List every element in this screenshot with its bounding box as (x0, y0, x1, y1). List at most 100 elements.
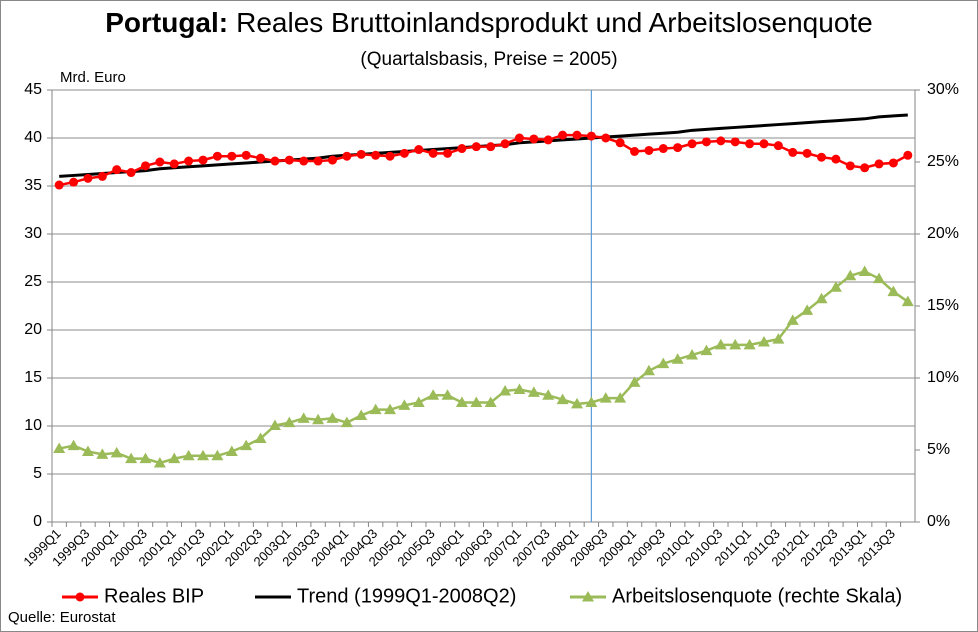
point (815, 292, 828, 304)
point (601, 133, 611, 143)
legend-label: Trend (1999Q1-2008Q2) (297, 585, 516, 607)
series-markers (54, 130, 913, 190)
point (759, 139, 769, 149)
point (729, 338, 742, 350)
point (112, 165, 122, 175)
series-markers (53, 265, 914, 468)
point (110, 446, 123, 458)
point (903, 150, 913, 160)
y2-tick-label: 15% (927, 297, 959, 314)
point (788, 147, 798, 157)
point (198, 155, 208, 165)
legend-label: Arbeitslosenquote (rechte Skala) (612, 585, 902, 607)
point (270, 156, 280, 166)
source: Quelle: Eurostat (8, 609, 116, 626)
y2-tick-label: 5% (927, 441, 950, 458)
point (786, 314, 799, 325)
y-tick-label: 25 (24, 273, 42, 290)
point (254, 432, 267, 443)
point (570, 397, 583, 409)
point (615, 138, 625, 148)
point (168, 452, 181, 464)
point (858, 265, 871, 276)
legend-marker (582, 591, 594, 602)
y2-tick-label: 25% (927, 153, 959, 170)
point (687, 139, 697, 149)
point (313, 156, 323, 166)
point (356, 149, 366, 159)
point (700, 344, 713, 356)
point (153, 456, 166, 468)
point (901, 295, 914, 307)
y-tick-label: 15 (24, 369, 42, 386)
point (96, 448, 109, 459)
y-tick-label: 0 (33, 513, 42, 530)
y-tick-label: 10 (24, 417, 42, 434)
point (844, 269, 857, 281)
point (284, 155, 294, 165)
point (184, 156, 194, 166)
point (54, 180, 64, 190)
point (874, 159, 884, 169)
point (240, 439, 253, 451)
point (371, 150, 381, 160)
y-tick-label: 40 (24, 129, 42, 146)
y-axis-label: Mrd. Euro (60, 69, 126, 86)
legend-marker (75, 592, 85, 602)
point (283, 416, 296, 428)
point (543, 135, 553, 145)
point (673, 143, 683, 153)
point (471, 142, 481, 152)
point (499, 384, 512, 396)
point (513, 383, 526, 395)
point (657, 357, 670, 369)
point (241, 150, 251, 160)
point (542, 389, 555, 400)
point (586, 131, 596, 141)
point (585, 396, 598, 407)
point (614, 392, 627, 403)
point (500, 139, 510, 149)
point (873, 272, 886, 284)
legend-label: Reales BIP (104, 585, 204, 607)
point (831, 154, 841, 164)
point (428, 148, 438, 158)
point (772, 333, 785, 344)
point (342, 151, 352, 161)
point (256, 153, 266, 163)
point (801, 304, 814, 315)
point (802, 148, 812, 158)
point (486, 142, 496, 152)
point (312, 413, 325, 425)
y-tick-label: 5 (33, 465, 42, 482)
point (441, 389, 454, 400)
point (470, 396, 483, 407)
point (126, 168, 136, 178)
point (427, 389, 440, 400)
point (484, 396, 497, 407)
point (225, 445, 238, 456)
point (599, 392, 612, 403)
point (730, 137, 740, 147)
point (888, 158, 898, 168)
point (169, 159, 179, 169)
point (398, 399, 411, 410)
point (268, 419, 281, 431)
point (227, 151, 237, 161)
point (67, 439, 80, 451)
point (83, 173, 93, 183)
point (139, 452, 152, 464)
point (412, 396, 425, 407)
y2-tick-label: 10% (927, 369, 959, 386)
y-tick-label: 35 (24, 177, 42, 194)
y-tick-label: 30 (24, 225, 42, 242)
chart-subtitle: (Quartalsbasis, Preise = 2005) (360, 49, 617, 70)
point (714, 338, 727, 350)
point (327, 155, 337, 165)
point (701, 137, 711, 147)
title-text: Reales Bruttoinlandsprodukt und Arbeitsl… (236, 7, 873, 38)
point (140, 161, 150, 171)
point (414, 145, 424, 155)
point (297, 412, 310, 423)
point (443, 148, 453, 158)
